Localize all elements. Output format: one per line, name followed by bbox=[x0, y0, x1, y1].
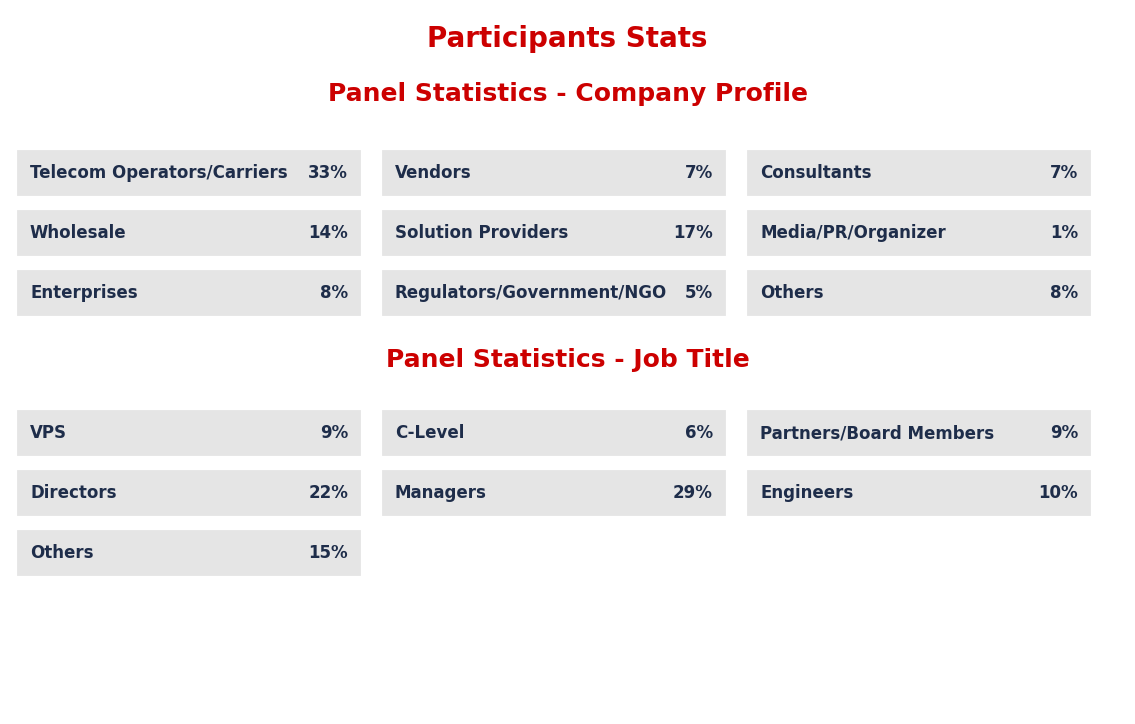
Text: 8%: 8% bbox=[1050, 284, 1078, 302]
Bar bbox=[745, 208, 1093, 258]
Text: 5%: 5% bbox=[684, 284, 713, 302]
Bar bbox=[380, 468, 728, 518]
Text: 7%: 7% bbox=[1050, 164, 1078, 182]
Text: 22%: 22% bbox=[308, 484, 348, 502]
Text: Panel Statistics - Company Profile: Panel Statistics - Company Profile bbox=[328, 82, 807, 106]
Text: Solution Providers: Solution Providers bbox=[395, 224, 569, 242]
Bar bbox=[380, 208, 728, 258]
Bar bbox=[745, 268, 1093, 318]
Text: 17%: 17% bbox=[673, 224, 713, 242]
Text: C-Level: C-Level bbox=[395, 424, 464, 442]
Text: Partners/Board Members: Partners/Board Members bbox=[760, 424, 994, 442]
Text: Engineers: Engineers bbox=[760, 484, 854, 502]
Bar bbox=[15, 268, 363, 318]
Text: Participants Stats: Participants Stats bbox=[427, 25, 708, 53]
Text: Managers: Managers bbox=[395, 484, 487, 502]
Bar bbox=[15, 408, 363, 458]
Text: Directors: Directors bbox=[30, 484, 117, 502]
Text: Telecom Operators/Carriers: Telecom Operators/Carriers bbox=[30, 164, 287, 182]
Bar bbox=[380, 268, 728, 318]
Text: Regulators/Government/NGO: Regulators/Government/NGO bbox=[395, 284, 667, 302]
Bar bbox=[745, 408, 1093, 458]
Text: 9%: 9% bbox=[1050, 424, 1078, 442]
Text: Others: Others bbox=[760, 284, 824, 302]
Bar bbox=[15, 148, 363, 198]
Text: 29%: 29% bbox=[673, 484, 713, 502]
Bar bbox=[380, 408, 728, 458]
Text: Media/PR/Organizer: Media/PR/Organizer bbox=[760, 224, 945, 242]
Text: 15%: 15% bbox=[309, 544, 348, 562]
Text: Consultants: Consultants bbox=[760, 164, 872, 182]
Bar bbox=[745, 468, 1093, 518]
Text: 7%: 7% bbox=[684, 164, 713, 182]
Text: 33%: 33% bbox=[308, 164, 348, 182]
Text: 9%: 9% bbox=[320, 424, 348, 442]
Bar bbox=[745, 148, 1093, 198]
Text: Vendors: Vendors bbox=[395, 164, 472, 182]
Bar bbox=[15, 528, 363, 578]
Text: Panel Statistics - Job Title: Panel Statistics - Job Title bbox=[386, 348, 749, 372]
Text: 8%: 8% bbox=[320, 284, 348, 302]
Text: 1%: 1% bbox=[1050, 224, 1078, 242]
Text: 14%: 14% bbox=[309, 224, 348, 242]
Text: Enterprises: Enterprises bbox=[30, 284, 137, 302]
Text: Others: Others bbox=[30, 544, 93, 562]
Bar bbox=[15, 208, 363, 258]
Bar bbox=[380, 148, 728, 198]
Text: 6%: 6% bbox=[684, 424, 713, 442]
Bar bbox=[15, 468, 363, 518]
Text: 10%: 10% bbox=[1039, 484, 1078, 502]
Text: VPS: VPS bbox=[30, 424, 67, 442]
Text: Wholesale: Wholesale bbox=[30, 224, 127, 242]
